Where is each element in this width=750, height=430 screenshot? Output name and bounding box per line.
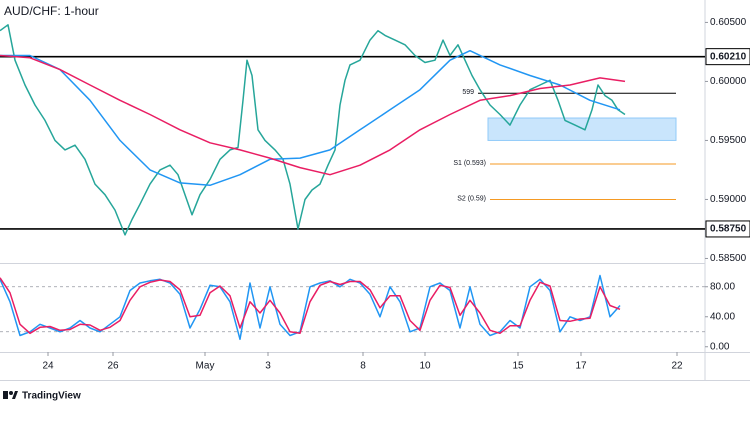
y-tick-label: 0.58500 bbox=[710, 253, 747, 264]
x-tick-label: 10 bbox=[419, 361, 431, 372]
x-tick-label: 17 bbox=[575, 361, 587, 372]
x-tick-label: 15 bbox=[512, 361, 524, 372]
level-label: 0.58750 bbox=[710, 224, 747, 235]
support-zone bbox=[487, 117, 677, 141]
level-label: 0.60210 bbox=[710, 51, 747, 62]
x-tick-label: May bbox=[196, 361, 215, 372]
y-tick-label: 40.00 bbox=[710, 311, 735, 322]
series-line bbox=[0, 49, 621, 187]
level-label-box bbox=[705, 220, 750, 238]
y-tick-label: 0.60500 bbox=[710, 17, 747, 28]
pivot-label: S1 (0.593) bbox=[453, 160, 486, 167]
x-tick-label: 3 bbox=[265, 361, 271, 372]
brand: TradingView bbox=[22, 391, 81, 402]
x-tick-label: 22 bbox=[671, 361, 683, 372]
y-tick-label: 0.59000 bbox=[710, 194, 747, 205]
y-tick-label: 0.00 bbox=[710, 341, 730, 352]
x-tick-label: 24 bbox=[42, 361, 54, 372]
pivot-label: S2 (0.59) bbox=[457, 195, 486, 202]
x-tick-label: 26 bbox=[107, 361, 119, 372]
series-line bbox=[0, 24, 626, 236]
pivot-label: 599 bbox=[462, 89, 474, 96]
y-tick-label: 0.59500 bbox=[710, 135, 747, 146]
brand-logo bbox=[3, 391, 18, 399]
y-tick-label: 80.00 bbox=[710, 281, 735, 292]
series-line bbox=[0, 54, 626, 176]
x-tick-label: 8 bbox=[360, 361, 366, 372]
chart-title: AUD/CHF: 1-hour bbox=[4, 4, 99, 18]
series-line bbox=[0, 277, 621, 335]
y-tick-label: 0.60000 bbox=[710, 76, 747, 87]
level-label-box bbox=[705, 48, 750, 66]
